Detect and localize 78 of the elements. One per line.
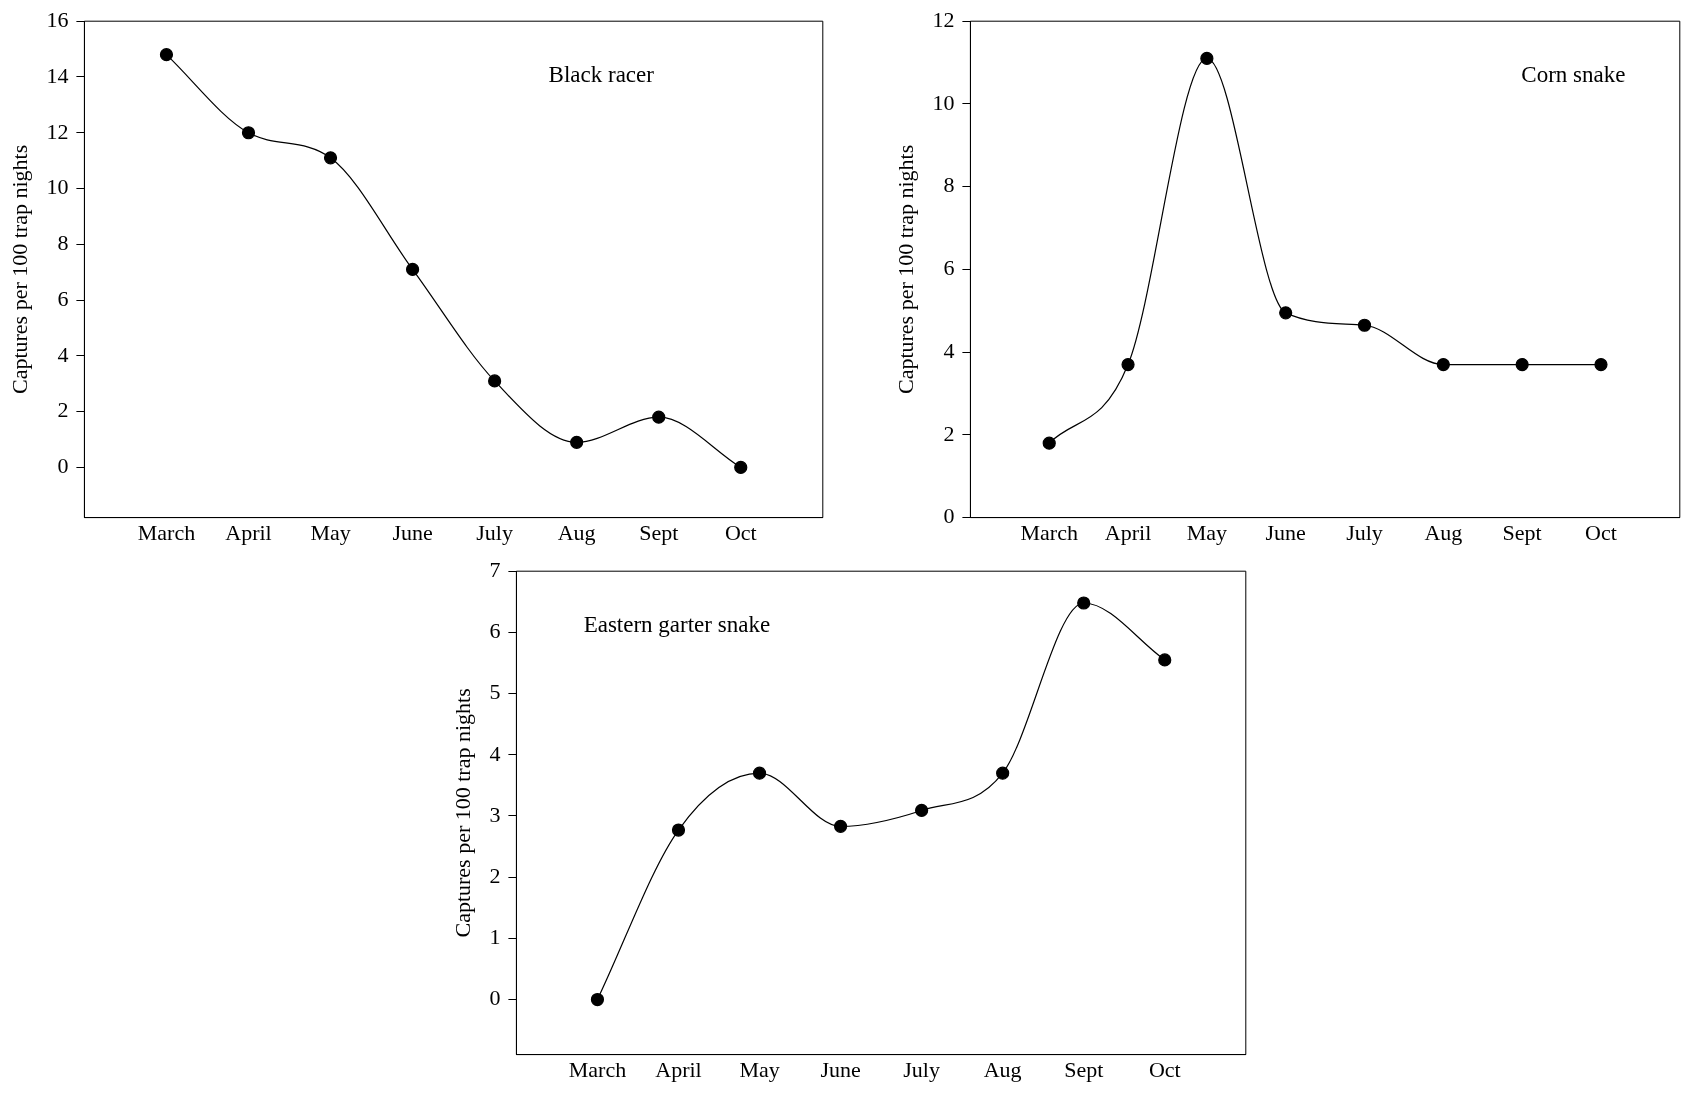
y-axis-title: Captures per 100 trap nights: [6, 144, 32, 395]
x-tick-label: June: [1265, 519, 1306, 545]
point: [159, 48, 174, 62]
y-tick-label: 4: [943, 337, 955, 363]
point: [996, 766, 1010, 780]
point: [405, 262, 420, 276]
point: [734, 460, 748, 474]
y-tick-label: 5: [489, 679, 501, 705]
x-tick-label: July: [1346, 519, 1383, 545]
x-tick-label: April: [1104, 519, 1152, 545]
y-tick-label: 1: [489, 924, 501, 950]
x-tick-label: May: [1186, 519, 1228, 545]
x-tick-label: Aug: [557, 519, 596, 545]
y-tick-label: 7: [489, 556, 501, 582]
point: [590, 992, 605, 1007]
point: [1200, 51, 1214, 66]
x-tick-label: March: [568, 1056, 627, 1082]
y-tick-label: 3: [489, 801, 501, 827]
y-tick-label: 14: [46, 62, 69, 88]
text: Black racer: [548, 62, 655, 88]
text: Eastern garter snake: [583, 612, 771, 638]
y-tick-label: 4: [489, 740, 501, 766]
x-tick-label: July: [903, 1056, 940, 1082]
y-tick-label: 0: [943, 503, 955, 529]
x-tick-label: April: [225, 519, 272, 545]
y-tick-label: 2: [943, 420, 955, 446]
point: [1436, 357, 1450, 372]
point: [1357, 318, 1372, 332]
x-tick-label: July: [476, 519, 513, 545]
y-tick-label: 10: [932, 89, 955, 115]
x-tick-label: Sept: [1064, 1056, 1104, 1082]
y-tick-label: 0: [489, 985, 501, 1011]
y-tick-label: 10: [46, 174, 69, 200]
y-tick-label: 0: [57, 453, 69, 479]
x-tick-label: March: [137, 519, 196, 545]
text: Corn snake: [1521, 62, 1626, 88]
point: [323, 151, 338, 165]
point: [1279, 306, 1293, 320]
y-tick-label: 8: [57, 230, 69, 256]
x-tick-label: Oct: [1585, 519, 1617, 545]
point: [1158, 653, 1172, 667]
y-tick-label: 6: [57, 285, 69, 311]
x-tick-label: Aug: [1424, 519, 1463, 545]
x-tick-label: Sept: [1502, 519, 1542, 545]
y-tick-label: 12: [932, 6, 955, 32]
x-tick-label: Oct: [1148, 1056, 1181, 1082]
y-tick-label: 12: [46, 118, 69, 144]
point: [752, 766, 767, 780]
x-tick-label: March: [1020, 519, 1078, 545]
y-tick-label: 2: [489, 862, 501, 888]
point: [1121, 357, 1135, 372]
y-tick-label: 2: [57, 397, 69, 423]
x-tick-label: Aug: [983, 1056, 1022, 1082]
x-tick-label: Oct: [724, 519, 757, 545]
point: [1042, 436, 1056, 450]
point: [1594, 357, 1608, 372]
y-axis-title: Captures per 100 trap nights: [449, 688, 475, 938]
point: [1515, 357, 1529, 372]
x-tick-label: June: [392, 519, 433, 545]
y-tick-label: 6: [943, 255, 955, 281]
point: [241, 126, 256, 140]
y-axis-title: Captures per 100 trap nights: [892, 144, 918, 395]
point: [915, 803, 929, 818]
y-tick-label: 6: [489, 618, 501, 644]
point: [671, 823, 686, 837]
y-tick-label: 16: [46, 6, 69, 32]
point: [488, 374, 502, 388]
x-tick-label: Sept: [639, 519, 679, 545]
point: [1077, 596, 1091, 610]
x-tick-label: June: [820, 1056, 861, 1082]
x-tick-label: May: [739, 1056, 780, 1082]
x-tick-label: April: [655, 1056, 702, 1082]
point: [652, 410, 666, 424]
point: [833, 819, 848, 833]
point: [570, 435, 584, 449]
x-tick-label: May: [310, 519, 351, 545]
y-tick-label: 4: [57, 341, 69, 367]
y-tick-label: 8: [943, 172, 955, 198]
